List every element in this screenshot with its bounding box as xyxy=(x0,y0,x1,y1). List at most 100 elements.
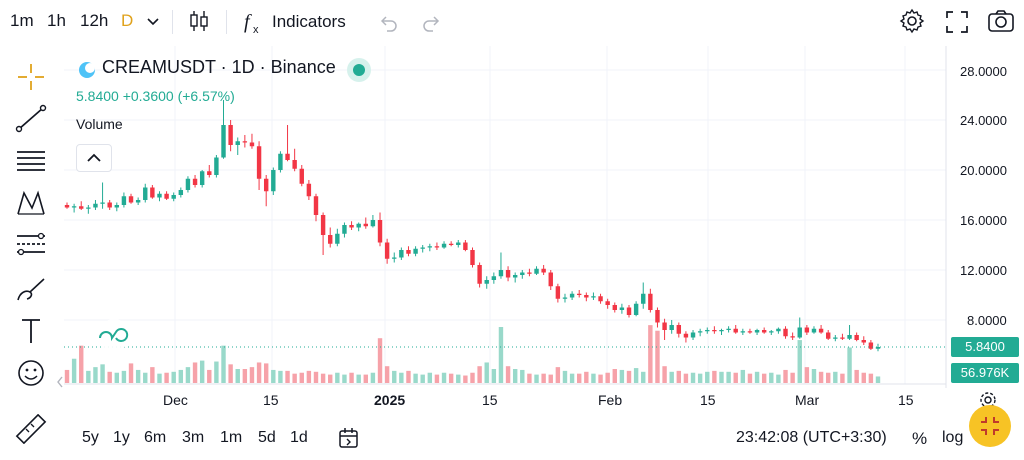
volume-bar xyxy=(854,369,859,383)
candle-body xyxy=(712,330,717,332)
volume-bar xyxy=(271,369,276,383)
candle-body xyxy=(349,225,354,228)
range-3m[interactable]: 3m xyxy=(182,429,205,446)
time-axis-label: 15 xyxy=(700,392,716,408)
range-1d[interactable]: 1d xyxy=(290,429,308,446)
volume-bar xyxy=(619,369,625,383)
time-zone-clock[interactable]: 23:42:08 (UTC+3:30) xyxy=(736,429,887,446)
volume-bar xyxy=(776,374,781,383)
timeframe-d[interactable]: D xyxy=(121,11,134,30)
volume-bar xyxy=(783,369,788,383)
chevron-down-icon[interactable] xyxy=(145,14,161,30)
top-toolbar: 1m 1h 12h D f x Indicators xyxy=(0,0,1024,44)
svg-text:f: f xyxy=(244,11,252,33)
candle-body xyxy=(235,141,240,145)
volume-bar xyxy=(64,369,70,383)
candle-body xyxy=(143,187,148,200)
range-6m[interactable]: 6m xyxy=(144,429,167,446)
timeframe-12h[interactable]: 12h xyxy=(80,11,109,30)
candle-body xyxy=(150,187,155,198)
candle-body xyxy=(328,235,333,244)
volume-bar xyxy=(420,374,425,383)
price-axis-label: 16.0000 xyxy=(960,213,1007,228)
candle-body xyxy=(370,220,376,227)
candle-body xyxy=(868,342,874,349)
percent-scale-toggle[interactable]: % xyxy=(912,429,928,448)
candle-body xyxy=(491,276,497,280)
volume-bar xyxy=(569,373,575,383)
candle-body xyxy=(456,242,461,245)
candle-body xyxy=(847,335,852,339)
timeframe-1h[interactable]: 1h xyxy=(47,11,66,30)
volume-bar xyxy=(100,364,105,383)
candle-body xyxy=(199,171,205,185)
price-axis-label: 8.0000 xyxy=(967,313,1007,328)
trend-line-icon[interactable] xyxy=(14,104,48,134)
candle-body xyxy=(747,331,753,333)
range-5y[interactable]: 5y xyxy=(82,429,99,446)
fullscreen-icon[interactable] xyxy=(945,10,969,34)
emoji-icon[interactable] xyxy=(14,358,48,388)
candle-body xyxy=(811,328,817,333)
text-tool-icon[interactable] xyxy=(14,316,48,346)
candle-body xyxy=(825,332,831,339)
log-scale-toggle[interactable]: log xyxy=(942,429,964,446)
indicators-button[interactable]: Indicators xyxy=(272,12,346,31)
candle-body xyxy=(271,170,276,192)
collapse-legend-button[interactable] xyxy=(76,144,112,172)
candle-body xyxy=(619,307,625,310)
volume-bar xyxy=(164,372,169,383)
pattern-tool-icon[interactable] xyxy=(14,188,48,218)
candle-body xyxy=(128,196,134,203)
price-axis-label: 28.0000 xyxy=(960,64,1007,79)
volume-bar xyxy=(256,362,262,383)
redo-icon[interactable] xyxy=(421,12,443,32)
candle-body xyxy=(214,157,219,175)
brush-icon[interactable] xyxy=(14,274,48,304)
volume-bar xyxy=(214,361,219,383)
candle-body xyxy=(690,332,696,338)
range-5d[interactable]: 5d xyxy=(258,429,276,446)
fullscreen-fab-button[interactable] xyxy=(969,405,1011,447)
timeframe-1m[interactable]: 1m xyxy=(10,11,34,30)
candle-body xyxy=(242,141,248,143)
undo-icon[interactable] xyxy=(377,12,399,32)
scroll-left-icon[interactable] xyxy=(55,375,65,389)
volume-bar xyxy=(612,369,617,383)
candle-body xyxy=(534,268,539,274)
volume-legend-label[interactable]: Volume xyxy=(76,116,123,132)
horizontal-lines-icon[interactable] xyxy=(14,146,48,176)
volume-bar xyxy=(192,362,198,383)
range-1m[interactable]: 1m xyxy=(220,429,243,446)
volume-bar xyxy=(221,345,226,383)
function-icon[interactable]: f x xyxy=(240,8,268,36)
volume-bar xyxy=(726,371,731,383)
volume-bar xyxy=(135,369,141,383)
volume-bar xyxy=(171,371,176,383)
candle-body xyxy=(505,270,511,278)
volume-bar xyxy=(584,371,589,383)
candle-body xyxy=(114,205,120,208)
volume-bar xyxy=(690,372,696,383)
crosshair-icon[interactable] xyxy=(14,62,48,92)
fib-retracement-icon[interactable] xyxy=(14,230,48,260)
volume-bar xyxy=(157,373,162,383)
ruler-icon[interactable] xyxy=(14,414,48,444)
volume-bar xyxy=(448,373,454,383)
volume-bar xyxy=(456,374,461,383)
candle-body xyxy=(854,335,859,340)
volume-bar xyxy=(328,374,333,383)
symbol-title[interactable]: CREAMUSDT · 1D · Binance xyxy=(102,57,336,77)
camera-snapshot-icon[interactable] xyxy=(987,8,1015,34)
volume-bar xyxy=(93,367,98,383)
candlestick-chart-type-icon[interactable] xyxy=(186,8,212,34)
volume-bar xyxy=(263,363,269,383)
settings-gear-icon[interactable] xyxy=(899,8,925,34)
range-1y[interactable]: 1y xyxy=(113,429,130,446)
time-axis-label: 15 xyxy=(263,392,279,408)
candle-body xyxy=(498,270,504,277)
go-to-date-icon[interactable] xyxy=(337,426,361,450)
last-price-tag: 5.8400 xyxy=(951,337,1019,357)
volume-bar xyxy=(648,325,653,383)
